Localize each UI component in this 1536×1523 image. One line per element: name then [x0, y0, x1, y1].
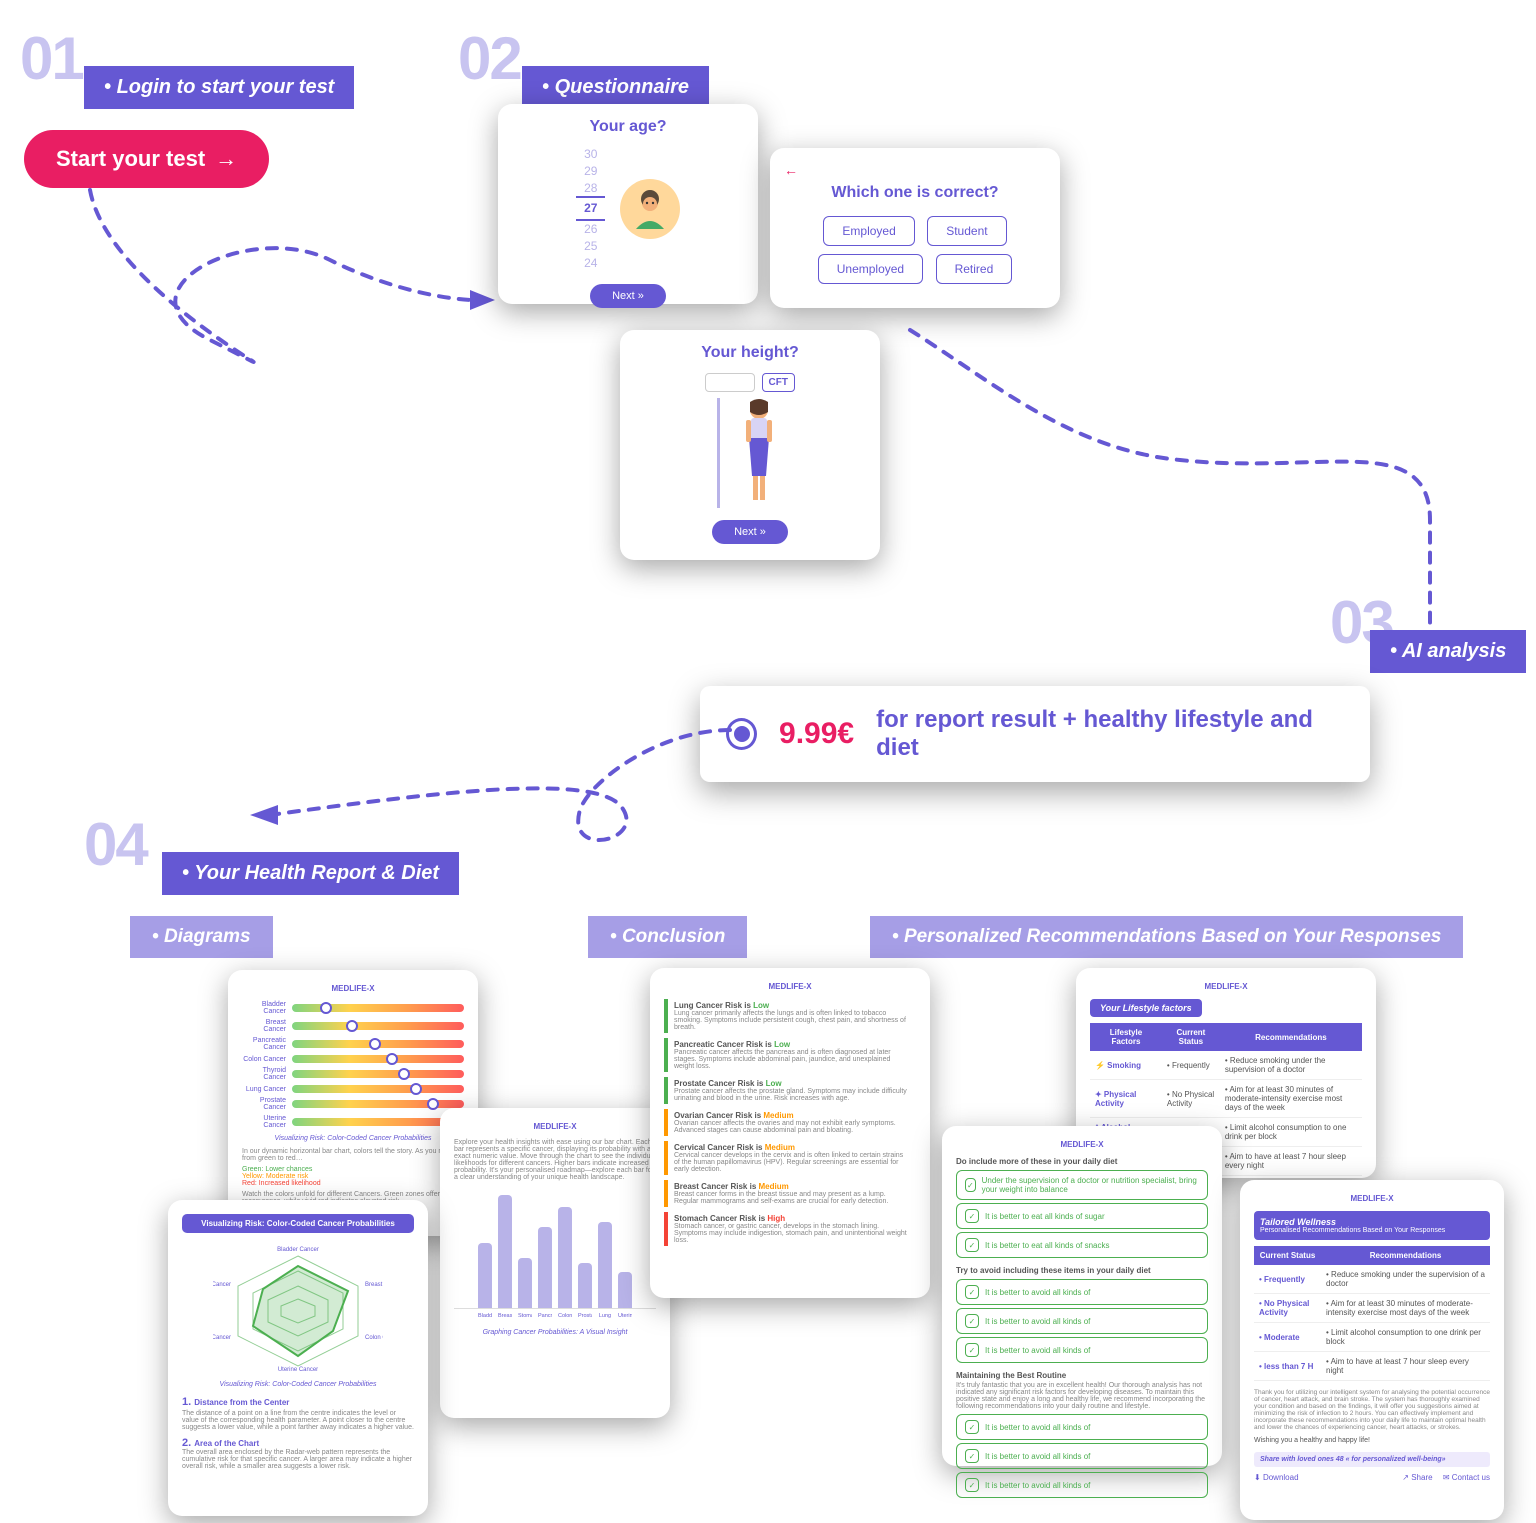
diet-recommendations-card: MEDLIFE-X Do include more of these in yo… [942, 1126, 1222, 1466]
svg-text:Colon Cancer: Colon Cancer [365, 1335, 383, 1341]
avatar-icon [620, 179, 680, 239]
correct-title: Which one is correct? [784, 184, 1046, 202]
option-unemployed[interactable]: Unemployed [818, 254, 923, 284]
age-title: Your age? [512, 118, 744, 136]
arrow-right-icon: → [215, 146, 237, 172]
age-picker[interactable]: 30 29 28 27 26 25 24 [576, 146, 605, 272]
tailored-wellness-card: MEDLIFE-X Tailored Wellness Personalised… [1240, 1180, 1504, 1520]
risk-bar-row: Colon Cancer [242, 1055, 464, 1063]
price-amount: 9.99€ [779, 717, 854, 751]
diet-item: It is better to avoid all kinds of [956, 1279, 1208, 1305]
height-unit[interactable]: CFT [762, 373, 795, 392]
conclusion-item: Pancreatic Cancer Risk is LowPancreatic … [664, 1038, 916, 1072]
risk-bar-row: Pancreatic Cancer [242, 1037, 464, 1051]
conclusion-report: MEDLIFE-X Lung Cancer Risk is LowLung ca… [650, 968, 930, 1298]
height-title: Your height? [634, 344, 866, 362]
svg-text:Breast Cancer: Breast Cancer [365, 1282, 383, 1288]
height-input[interactable] [705, 373, 755, 392]
share-link[interactable]: ↗ Share [1402, 1473, 1432, 1482]
diet-item: It is better to avoid all kinds of [956, 1443, 1208, 1469]
risk-bar-row: Prostate Cancer [242, 1097, 464, 1111]
age-next-button[interactable]: Next » [590, 284, 666, 308]
conclusion-item: Ovarian Cancer Risk is MediumOvarian can… [664, 1109, 916, 1136]
risk-bar-row: Bladder Cancer [242, 1001, 464, 1015]
age-question-card: Your age? 30 29 28 27 26 25 24 Next » [498, 104, 758, 304]
download-link[interactable]: ⬇ Download [1254, 1473, 1299, 1482]
vertical-bar-chart [454, 1189, 656, 1309]
height-question-card: Your height? CFT Next » [620, 330, 880, 560]
vertical-bars-report: MEDLIFE-X Explore your health insights w… [440, 1108, 670, 1418]
step-3-label: AI analysis [1370, 630, 1526, 673]
risk-bar-row: Breast Cancer [242, 1019, 464, 1033]
back-icon[interactable]: ← [784, 162, 1046, 178]
diet-item: It is better to eat all kinds of sugar [956, 1203, 1208, 1229]
contact-link[interactable]: ✉ Contact us [1443, 1473, 1490, 1482]
price-description: for report result + healthy lifestyle an… [876, 706, 1344, 762]
conclusion-item: Breast Cancer Risk is MediumBreast cance… [664, 1180, 916, 1207]
price-card: 9.99€ for report result + healthy lifest… [700, 686, 1370, 782]
price-radio[interactable] [726, 718, 757, 750]
sublabel-recommendations: Personalized Recommendations Based on Yo… [870, 916, 1463, 958]
lifestyle-tag: Your Lifestyle factors [1090, 999, 1202, 1017]
ruler-icon [717, 398, 720, 508]
conclusion-item: Prostate Cancer Risk is LowProstate canc… [664, 1077, 916, 1104]
option-employed[interactable]: Employed [823, 216, 914, 246]
step-4-number: 04 [84, 810, 147, 879]
option-retired[interactable]: Retired [936, 254, 1013, 284]
step-1-number: 01 [20, 24, 83, 93]
sublabel-diagrams: Diagrams [130, 916, 273, 958]
step-2-label: Questionnaire [522, 66, 709, 109]
start-test-label: Start your test [56, 146, 205, 172]
radar-label: Bladder Cancer [277, 1247, 319, 1253]
woman-figure-icon [734, 398, 784, 508]
conclusion-item: Stomach Cancer Risk is HighStomach cance… [664, 1212, 916, 1246]
risk-bar-row: Uterine Cancer [242, 1115, 464, 1129]
connector-1-2 [70, 180, 500, 380]
step-4-label: Your Health Report & Diet [162, 852, 459, 895]
tailored-table: Current StatusRecommendations• Frequentl… [1254, 1246, 1490, 1381]
svg-text:Uterine Cancer: Uterine Cancer [278, 1367, 318, 1371]
svg-text:Prostate Cancer: Prostate Cancer [213, 1335, 231, 1341]
option-student[interactable]: Student [927, 216, 1006, 246]
diet-item: It is better to avoid all kinds of [956, 1337, 1208, 1363]
step-1-label: Login to start your test [84, 66, 354, 109]
logo-text: MEDLIFE-X [242, 984, 464, 993]
sublabel-conclusion: Conclusion [588, 916, 747, 958]
height-next-button[interactable]: Next » [712, 520, 788, 544]
diet-item: It is better to avoid all kinds of [956, 1414, 1208, 1440]
radar-chart: Bladder Cancer Breast Cancer Colon Cance… [182, 1241, 414, 1373]
conclusion-item: Lung Cancer Risk is LowLung cancer prima… [664, 999, 916, 1033]
correct-question-card: ← Which one is correct? Employed Student… [770, 148, 1060, 308]
conclusion-item: Cervical Cancer Risk is MediumCervical c… [664, 1141, 916, 1175]
diet-item: Under the supervision of a doctor or nut… [956, 1170, 1208, 1200]
svg-text:Pancreatic Cancer: Pancreatic Cancer [213, 1282, 231, 1288]
radar-report: Visualizing Risk: Color-Coded Cancer Pro… [168, 1200, 428, 1516]
diet-item: It is better to avoid all kinds of [956, 1472, 1208, 1498]
diet-item: It is better to eat all kinds of snacks [956, 1232, 1208, 1258]
start-test-button[interactable]: Start your test → [24, 130, 269, 188]
risk-bar-row: Thyroid Cancer [242, 1067, 464, 1081]
step-2-number: 02 [458, 24, 521, 93]
diet-item: It is better to avoid all kinds of [956, 1308, 1208, 1334]
risk-bar-row: Lung Cancer [242, 1085, 464, 1093]
